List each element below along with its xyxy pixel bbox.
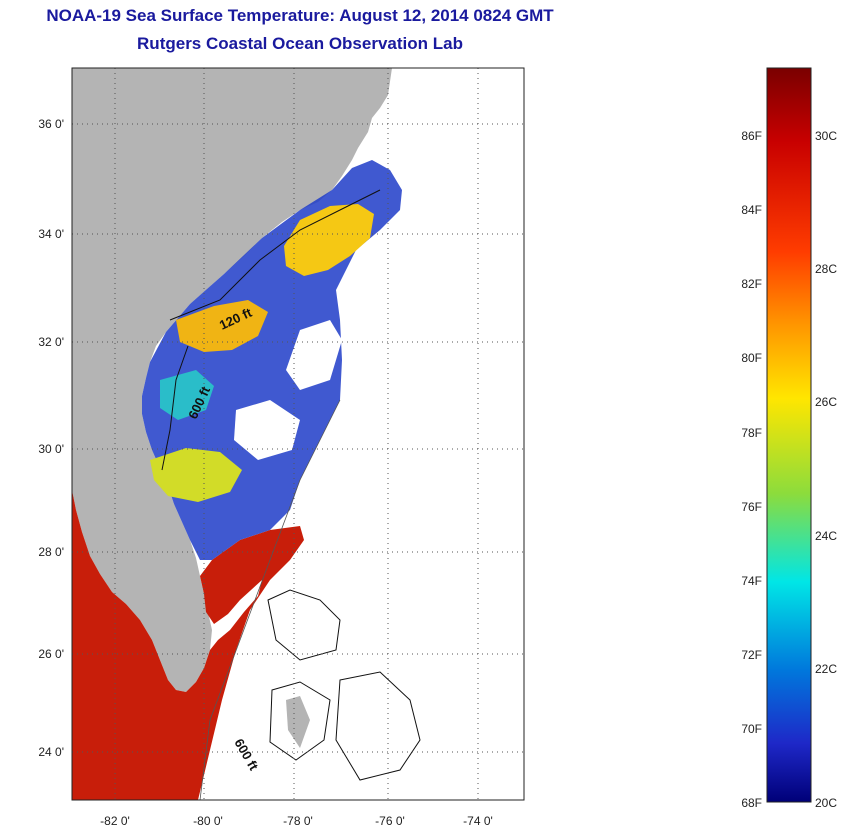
lon-tick-label: -74 0' bbox=[463, 814, 493, 828]
map-subtitle: Rutgers Coastal Ocean Observation Lab bbox=[137, 34, 463, 53]
bahamas-land bbox=[286, 696, 310, 748]
colorbar-f-label: 78F bbox=[741, 426, 762, 440]
atlantic-warm-patch-north bbox=[284, 204, 374, 276]
lat-tick-label: 28 0' bbox=[38, 545, 64, 559]
lat-tick-label: 36 0' bbox=[38, 117, 64, 131]
map-title: NOAA-19 Sea Surface Temperature: August … bbox=[46, 6, 554, 25]
bahamas-outline-1 bbox=[267, 589, 341, 661]
cloud-gap-2 bbox=[234, 400, 300, 460]
atlantic-warm-patch-south bbox=[150, 448, 242, 502]
colorbar-f-label: 84F bbox=[741, 203, 762, 217]
bahamas-outline-2 bbox=[269, 681, 331, 761]
colorbar-c-label: 28C bbox=[815, 262, 837, 276]
lat-tick-label: 26 0' bbox=[38, 647, 64, 661]
lat-tick-label: 30 0' bbox=[38, 442, 64, 456]
colorbar-f-label: 76F bbox=[741, 500, 762, 514]
cloud-gap-1 bbox=[286, 320, 342, 390]
lon-tick-label: -82 0' bbox=[100, 814, 130, 828]
plot-frame bbox=[71, 67, 525, 801]
colorbar-c-label: 20C bbox=[815, 796, 837, 810]
lon-tick-label: -78 0' bbox=[283, 814, 313, 828]
bahamas-outline-3 bbox=[335, 671, 421, 781]
land-mass-southeast-us bbox=[72, 68, 392, 692]
colorbar-c-label: 24C bbox=[815, 529, 837, 543]
colorbar-c-label: 22C bbox=[815, 662, 837, 676]
colorbar-f-label: 70F bbox=[741, 722, 762, 736]
colorbar-f-label: 86F bbox=[741, 129, 762, 143]
colorbar-c-label: 26C bbox=[815, 395, 837, 409]
lat-tick-label: 32 0' bbox=[38, 335, 64, 349]
colorbar-f-label: 80F bbox=[741, 351, 762, 365]
colorbar-f-label: 74F bbox=[741, 574, 762, 588]
depth-contour-line bbox=[161, 189, 381, 471]
graticule bbox=[72, 68, 524, 800]
atlantic-warm-patch-central bbox=[176, 300, 268, 352]
colorbar bbox=[766, 67, 812, 803]
gulf-warm-water bbox=[72, 490, 304, 800]
colorbar-c-label: 30C bbox=[815, 129, 837, 143]
lat-tick-label: 24 0' bbox=[38, 745, 64, 759]
satellite-swath-edge bbox=[199, 399, 341, 800]
lat-tick-label: 34 0' bbox=[38, 227, 64, 241]
colorbar-f-label: 72F bbox=[741, 648, 762, 662]
colorbar-f-label: 82F bbox=[741, 277, 762, 291]
lon-tick-label: -80 0' bbox=[193, 814, 223, 828]
colorbar-f-label: 68F bbox=[741, 796, 762, 810]
atlantic-mild-patch bbox=[160, 370, 214, 420]
lon-tick-label: -76 0' bbox=[375, 814, 405, 828]
